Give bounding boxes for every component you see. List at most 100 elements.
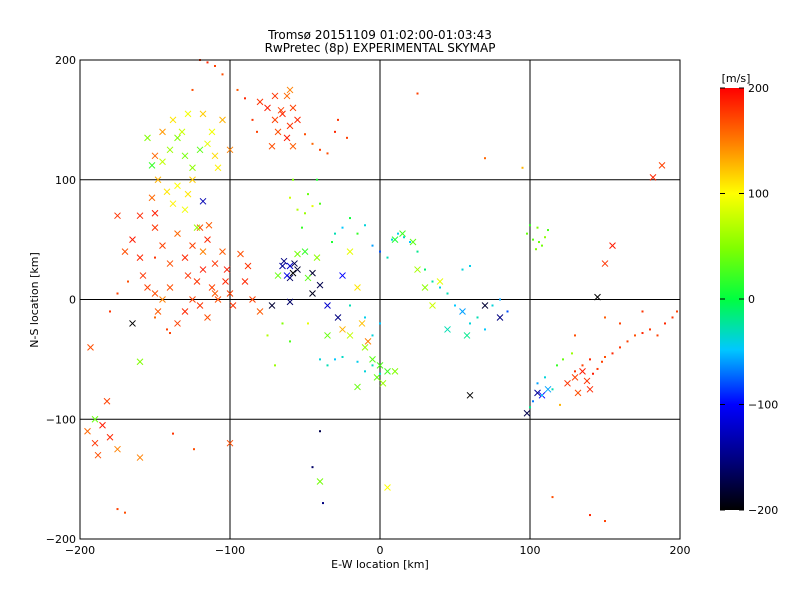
data-point-x — [151, 224, 159, 232]
x-tick-label: 100 — [520, 544, 541, 557]
data-point-dot — [551, 496, 554, 499]
data-point-x — [391, 367, 399, 375]
data-point-dot — [581, 364, 584, 367]
data-point-x — [114, 445, 121, 453]
data-point-x — [274, 272, 282, 279]
data-point-dot — [656, 334, 659, 337]
data-point-dot — [589, 514, 591, 517]
data-point-x — [204, 314, 211, 321]
colorbar-tick-label: 0 — [748, 293, 755, 306]
data-point-dot — [619, 346, 621, 349]
colorbar-tick-label: −100 — [748, 399, 778, 412]
data-point-dot — [611, 352, 614, 355]
data-point-x — [103, 397, 111, 405]
data-point-x — [184, 190, 192, 198]
data-point-x — [544, 385, 552, 393]
data-point-x — [211, 260, 219, 267]
data-point-dot — [319, 202, 321, 205]
data-point-x — [189, 242, 196, 249]
data-point-dot — [337, 118, 339, 121]
data-point-dot — [311, 142, 314, 145]
data-point-dot — [274, 364, 276, 367]
data-point-x — [294, 116, 301, 124]
data-point-x — [87, 344, 94, 351]
data-point-x — [181, 308, 189, 315]
data-point-x — [193, 278, 201, 285]
data-point-dot — [574, 370, 576, 373]
data-point-dot — [484, 157, 486, 160]
data-point-x — [129, 320, 136, 327]
data-point-x — [199, 248, 207, 255]
data-point-x — [237, 250, 244, 258]
data-point-x — [574, 389, 582, 397]
chart-title: Tromsø 20151109 01:02:00-01:03:43 — [267, 28, 492, 42]
colorbar-tick-label: 200 — [748, 82, 769, 95]
data-point-x — [364, 338, 372, 345]
data-point-x — [534, 389, 541, 397]
data-point-x — [354, 284, 361, 291]
data-point-x — [523, 409, 531, 417]
data-point-dot — [649, 328, 651, 331]
data-point-x — [174, 320, 181, 327]
data-point-x — [189, 296, 196, 303]
data-point-dot — [334, 358, 336, 361]
data-point-dot — [604, 520, 606, 523]
data-point-dot — [544, 236, 546, 239]
chart-subtitle: RwPretec (8p) EXPERIMENTAL SKYMAP — [265, 41, 496, 55]
data-point-x — [649, 174, 657, 181]
data-point-dot — [346, 136, 348, 139]
data-point-x — [466, 391, 474, 399]
data-point-x — [271, 116, 279, 124]
data-point-x — [214, 296, 222, 303]
data-point-x — [174, 230, 181, 237]
y-tick-label: 200 — [55, 54, 76, 67]
data-point-x — [280, 257, 288, 265]
data-point-dot — [596, 367, 599, 370]
data-point-dot — [341, 226, 344, 229]
data-point-dot — [589, 358, 591, 361]
data-point-x — [316, 478, 324, 485]
data-point-dot — [371, 244, 374, 247]
data-point-x — [136, 212, 144, 220]
colorbar-tick-label: −200 — [748, 504, 778, 517]
data-point-x — [199, 266, 207, 273]
data-point-dot — [304, 133, 306, 136]
data-point-dot — [562, 358, 564, 361]
data-point-x — [268, 142, 276, 150]
data-point-dot — [154, 256, 156, 259]
data-point-dot — [364, 370, 366, 373]
data-point-x — [136, 454, 144, 461]
data-point-x — [181, 254, 189, 261]
data-point-x — [159, 296, 166, 303]
data-point-x — [399, 230, 406, 237]
data-point-x — [136, 358, 144, 366]
data-point-dot — [193, 448, 195, 451]
data-point-dot — [289, 196, 291, 199]
data-point-dot — [634, 334, 636, 337]
data-point-dot — [116, 292, 119, 295]
data-point-dot — [289, 340, 291, 343]
data-point-x — [241, 278, 249, 285]
data-point-dot — [127, 280, 129, 283]
data-point-x — [144, 134, 151, 142]
data-point-x — [658, 162, 666, 169]
data-point-dot — [641, 310, 644, 313]
data-point-x — [169, 116, 177, 124]
data-point-dot — [491, 304, 494, 307]
data-point-dot — [326, 364, 329, 367]
data-point-dot — [109, 310, 111, 313]
data-point-dot — [461, 268, 464, 271]
data-point-x — [436, 278, 444, 285]
y-tick-label: −100 — [46, 413, 76, 426]
data-point-x — [286, 262, 294, 270]
data-point-dot — [256, 130, 258, 133]
data-point-dot — [536, 382, 539, 385]
data-point-dot — [626, 340, 629, 343]
data-point-x — [226, 290, 234, 297]
data-point-dot — [124, 511, 126, 514]
data-point-x — [279, 262, 286, 270]
data-point-x — [219, 116, 226, 124]
data-point-x — [151, 290, 159, 297]
data-point-x — [189, 164, 196, 172]
data-point-x — [208, 128, 216, 136]
